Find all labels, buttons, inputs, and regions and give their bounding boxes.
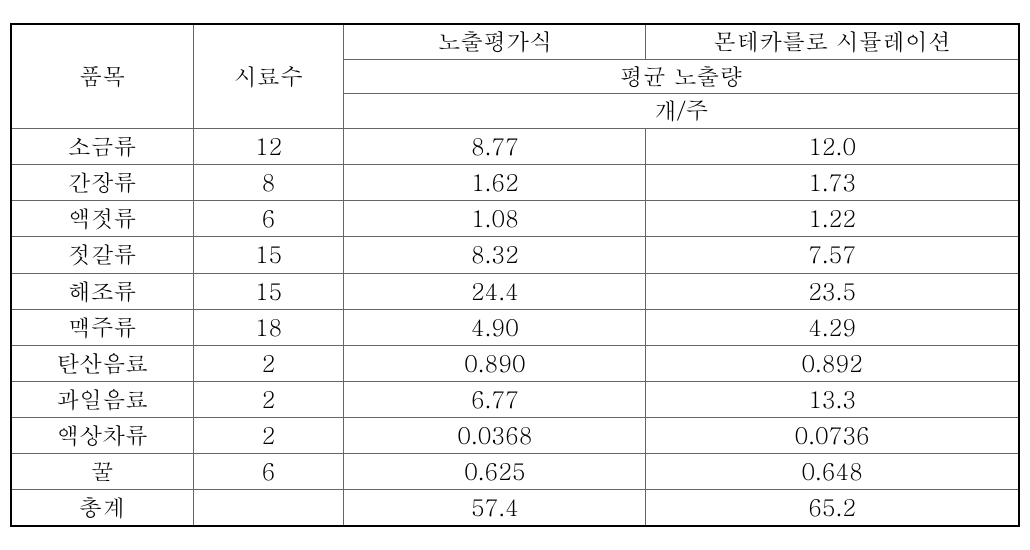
cell-monte: 4.29	[646, 309, 1018, 345]
cell-exp: 0.890	[344, 345, 646, 381]
cell-item: 액상차류	[12, 417, 193, 453]
table-row: 액젓류 6 1.08 1.22	[12, 201, 1018, 237]
table-row: 소금류 12 8.77 12.0	[12, 129, 1018, 165]
cell-exp: 4.90	[344, 309, 646, 345]
cell-item: 탄산음료	[12, 345, 193, 381]
cell-item: 해조류	[12, 273, 193, 309]
cell-monte: 1.73	[646, 165, 1018, 201]
cell-count: 15	[193, 273, 344, 309]
cell-exp: 1.08	[344, 201, 646, 237]
cell-item: 소금류	[12, 129, 193, 165]
col-header-item: 품목	[12, 25, 193, 129]
cell-exp: 0.0368	[344, 417, 646, 453]
cell-count: 2	[193, 381, 344, 417]
table-row: 액상차류 2 0.0368 0.0736	[12, 417, 1018, 453]
cell-monte: 13.3	[646, 381, 1018, 417]
cell-item: 총계	[12, 489, 193, 525]
col-header-monte-carlo: 몬테카를로 시뮬레이션	[646, 25, 1018, 59]
cell-count: 6	[193, 453, 344, 489]
cell-exp: 24.4	[344, 273, 646, 309]
cell-item: 맥주류	[12, 309, 193, 345]
cell-exp: 1.62	[344, 165, 646, 201]
cell-monte: 7.57	[646, 237, 1018, 273]
table-row: 젓갈류 15 8.32 7.57	[12, 237, 1018, 273]
table-row: 탄산음료 2 0.890 0.892	[12, 345, 1018, 381]
cell-exp: 8.77	[344, 129, 646, 165]
cell-monte: 0.0736	[646, 417, 1018, 453]
cell-count	[193, 489, 344, 525]
table-body: 소금류 12 8.77 12.0 간장류 8 1.62 1.73 액젓류 6 1…	[12, 129, 1018, 525]
table-row: 과일음료 2 6.77 13.3	[12, 381, 1018, 417]
cell-count: 2	[193, 345, 344, 381]
cell-monte: 1.22	[646, 201, 1018, 237]
cell-monte: 12.0	[646, 129, 1018, 165]
col-header-exposure-formula: 노출평가식	[344, 25, 646, 59]
table-header: 품목 시료수 노출평가식 몬테카를로 시뮬레이션 평균 노출량 개/주	[12, 25, 1018, 129]
exposure-table-container: 품목 시료수 노출평가식 몬테카를로 시뮬레이션 평균 노출량 개/주 소금류 …	[10, 23, 1020, 528]
cell-item: 꿀	[12, 453, 193, 489]
col-header-unit: 개/주	[344, 94, 1018, 129]
table-row: 꿀 6 0.625 0.648	[12, 453, 1018, 489]
exposure-table: 품목 시료수 노출평가식 몬테카를로 시뮬레이션 평균 노출량 개/주 소금류 …	[12, 25, 1018, 526]
cell-item: 과일음료	[12, 381, 193, 417]
cell-item: 젓갈류	[12, 237, 193, 273]
cell-count: 8	[193, 165, 344, 201]
cell-exp: 57.4	[344, 489, 646, 525]
cell-count: 2	[193, 417, 344, 453]
cell-count: 6	[193, 201, 344, 237]
cell-count: 18	[193, 309, 344, 345]
cell-monte: 0.892	[646, 345, 1018, 381]
cell-monte: 23.5	[646, 273, 1018, 309]
cell-monte: 65.2	[646, 489, 1018, 525]
table-row: 해조류 15 24.4 23.5	[12, 273, 1018, 309]
cell-exp: 0.625	[344, 453, 646, 489]
col-header-sample-count: 시료수	[193, 25, 344, 129]
cell-count: 12	[193, 129, 344, 165]
col-header-avg-exposure: 평균 노출량	[344, 59, 1018, 94]
cell-count: 15	[193, 237, 344, 273]
cell-item: 액젓류	[12, 201, 193, 237]
cell-exp: 8.32	[344, 237, 646, 273]
table-row: 간장류 8 1.62 1.73	[12, 165, 1018, 201]
table-row: 맥주류 18 4.90 4.29	[12, 309, 1018, 345]
cell-exp: 6.77	[344, 381, 646, 417]
cell-item: 간장류	[12, 165, 193, 201]
table-row-total: 총계 57.4 65.2	[12, 489, 1018, 525]
cell-monte: 0.648	[646, 453, 1018, 489]
